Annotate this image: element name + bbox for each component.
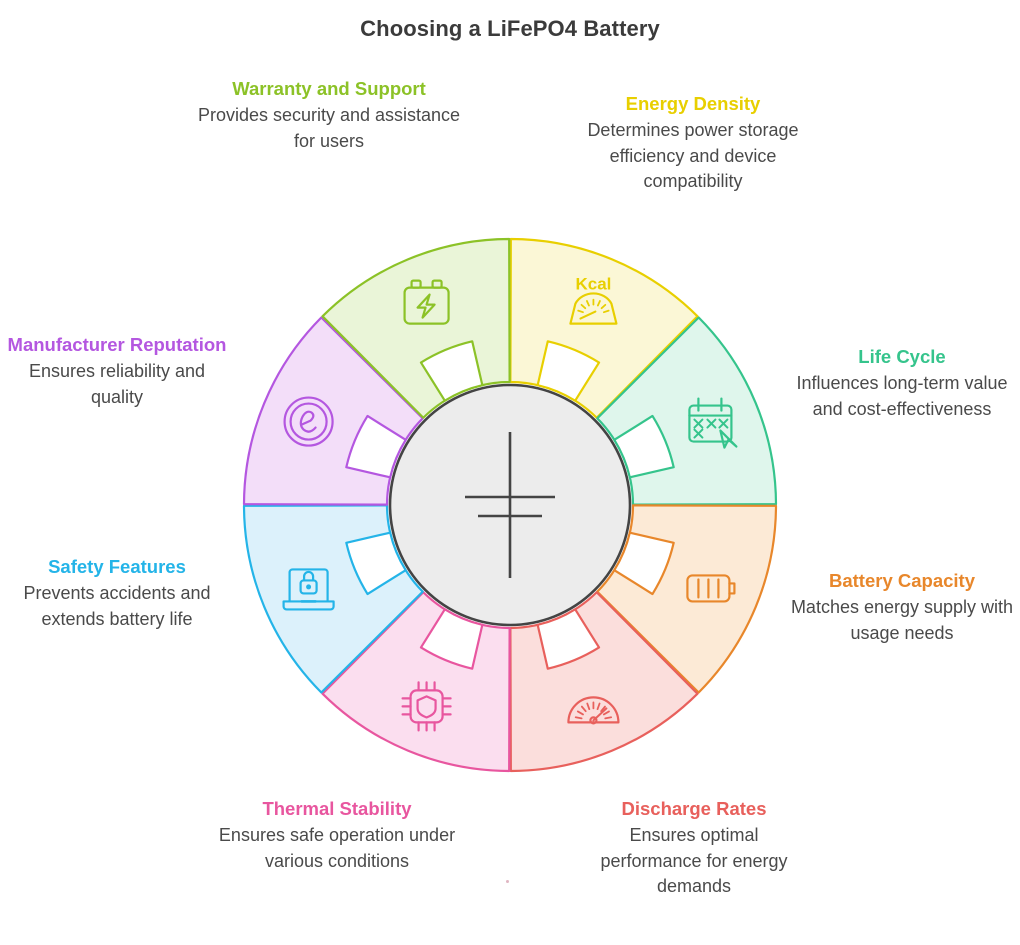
callout-safety-features: Safety Features Prevents accidents and e… xyxy=(2,556,232,632)
callout-discharge-rates: Discharge Rates Ensures optimal performa… xyxy=(578,798,810,900)
svg-text:Kcal: Kcal xyxy=(575,275,611,294)
callout-title: Thermal Stability xyxy=(262,798,412,819)
battery-cell-symbol-icon xyxy=(465,432,555,578)
battery-bolt-icon xyxy=(403,279,450,325)
wheel-notch-energy-density xyxy=(536,340,601,402)
wheel-icon-thermal-stability xyxy=(401,681,452,732)
wheel-icon-manufacturer-reputation xyxy=(283,396,334,447)
battery-level-icon xyxy=(686,574,736,603)
decorative-dot xyxy=(506,880,509,883)
callout-description: Matches energy supply with usage needs xyxy=(790,596,1014,643)
callout-description: Ensures reliability and quality xyxy=(28,360,206,407)
callout-description: Prevents accidents and extends battery l… xyxy=(23,582,211,629)
wheel-notch-battery-capacity xyxy=(613,531,675,596)
donut-wheel: Kcal xyxy=(230,225,790,785)
wheel-icon-life-cycle xyxy=(688,397,738,449)
page-title: Choosing a LiFePO4 Battery xyxy=(360,16,660,41)
wheel-notch-safety-features xyxy=(345,531,407,596)
wheel-svg: Kcal xyxy=(242,237,778,773)
callout-title: Battery Capacity xyxy=(828,570,975,591)
wheel-icon-warranty-support xyxy=(403,279,450,325)
callout-title: Safety Features xyxy=(48,556,186,577)
callout-manufacturer-reputation: Manufacturer Reputation Ensures reliabil… xyxy=(2,334,232,410)
wheel-notch-discharge-rates xyxy=(536,608,601,670)
emblem-e-icon xyxy=(283,396,334,447)
wheel-notches xyxy=(345,340,675,670)
callout-description: Ensures safe operation under various con… xyxy=(218,824,456,871)
kcal-gauge-icon: Kcal xyxy=(569,275,618,325)
callout-description: Provides security and assistance for use… xyxy=(197,104,461,151)
laptop-lock-icon xyxy=(282,568,335,611)
callout-life-cycle: Life Cycle Influences long-term value an… xyxy=(784,346,1020,422)
callout-title: Warranty and Support xyxy=(232,78,426,99)
callout-description: Influences long-term value and cost-effe… xyxy=(796,372,1008,419)
wheel-icon-safety-features xyxy=(282,568,335,611)
speedometer-icon xyxy=(567,696,620,725)
wheel-icon-battery-capacity xyxy=(686,574,736,603)
wheel-icons: Kcal xyxy=(282,275,738,732)
callout-title: Manufacturer Reputation xyxy=(7,334,227,355)
wheel-notch-manufacturer-reputation xyxy=(345,414,407,479)
callout-title: Discharge Rates xyxy=(621,798,767,819)
wheel-icon-discharge-rates xyxy=(567,696,620,725)
callout-warranty-support: Warranty and Support Provides security a… xyxy=(196,78,462,154)
chip-shield-icon xyxy=(401,681,452,732)
callout-description: Determines power storage efficiency and … xyxy=(587,119,799,192)
callout-battery-capacity: Battery Capacity Matches energy supply w… xyxy=(784,570,1020,646)
wheel-notch-warranty-support xyxy=(419,340,484,402)
callout-title: Energy Density xyxy=(625,93,761,114)
callout-thermal-stability: Thermal Stability Ensures safe operation… xyxy=(218,798,456,874)
wheel-notch-life-cycle xyxy=(613,414,675,479)
calendar-check-icon xyxy=(688,397,738,449)
callout-description: Ensures optimal performance for energy d… xyxy=(600,824,788,897)
callout-energy-density: Energy Density Determines power storage … xyxy=(562,93,824,195)
wheel-notch-thermal-stability xyxy=(419,608,484,670)
wheel-icon-energy-density: Kcal xyxy=(569,275,618,325)
callout-title: Life Cycle xyxy=(858,346,946,367)
